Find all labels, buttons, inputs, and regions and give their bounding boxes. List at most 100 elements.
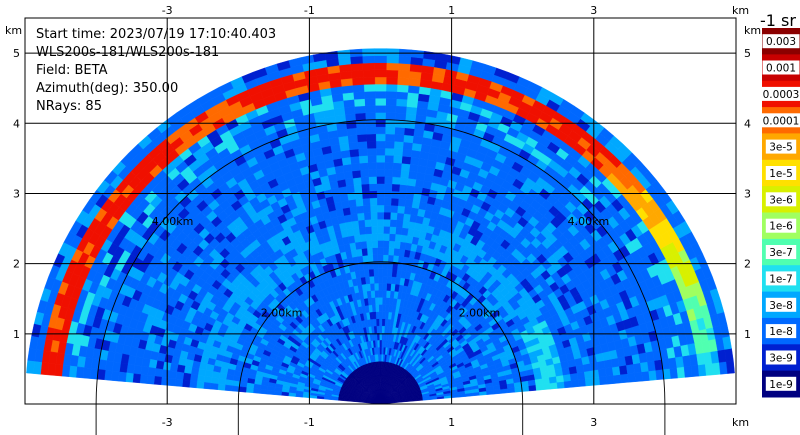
scan-cell <box>161 369 171 379</box>
scan-cell <box>357 219 366 228</box>
scan-cell <box>392 169 402 178</box>
scan-cell <box>355 119 367 129</box>
scan-cell <box>383 218 391 227</box>
scan-cell <box>382 282 388 291</box>
scan-cell <box>400 170 410 179</box>
scan-cell <box>376 190 385 198</box>
scan-cell <box>403 134 414 144</box>
scan-cell <box>383 190 392 199</box>
scan-cell <box>324 50 339 61</box>
scan-cell <box>366 147 377 156</box>
scan-cell <box>378 275 383 284</box>
scan-cell <box>397 62 411 72</box>
scan-cell <box>604 367 614 377</box>
y-unit-label-right: km <box>744 24 761 37</box>
scan-cell <box>366 140 377 149</box>
scan-cell <box>181 379 191 388</box>
scan-cell <box>376 176 385 184</box>
scan-cell <box>385 90 398 99</box>
scan-cell <box>381 297 387 305</box>
colorbar-title: -1 sr <box>760 11 796 30</box>
scan-cell <box>336 49 351 59</box>
scan-cell <box>404 199 414 208</box>
scan-cell <box>388 240 396 249</box>
scan-cell <box>389 212 398 221</box>
scan-cell <box>342 99 355 108</box>
scan-cell <box>146 375 155 385</box>
scan-cell <box>676 366 686 379</box>
scan-cell <box>343 170 354 180</box>
x-tick-label-bottom: -3 <box>162 416 173 429</box>
scan-cell <box>210 377 220 385</box>
scan-cell <box>690 364 700 377</box>
scan-cell <box>354 112 366 121</box>
scan-cell <box>217 383 226 391</box>
scan-cell <box>381 318 386 327</box>
scan-cell <box>422 50 437 61</box>
scan-cell <box>385 76 398 85</box>
scan-cell <box>648 369 657 381</box>
scan-cell <box>364 98 376 107</box>
scan-cell <box>378 282 383 291</box>
scan-cell <box>394 119 406 129</box>
scan-cell <box>378 311 383 319</box>
scan-cell <box>383 226 391 234</box>
scan-cell <box>726 360 735 374</box>
scan-cell <box>389 219 397 228</box>
scan-cell <box>397 198 406 207</box>
scan-cell <box>374 69 387 78</box>
scan-cell <box>375 304 380 312</box>
scan-cell <box>125 372 134 383</box>
scan-cell <box>370 218 378 227</box>
scan-cell <box>349 148 360 158</box>
scan-cell <box>382 247 389 256</box>
colorbar-level-label: 1e-8 <box>769 326 793 338</box>
scan-cell <box>395 112 407 121</box>
scan-cell <box>357 141 368 150</box>
scan-cell <box>203 382 212 390</box>
scan-cell <box>147 367 157 377</box>
scan-cell <box>374 290 379 298</box>
scan-cell <box>388 247 395 256</box>
range-ring-label: 4.00km <box>152 215 194 228</box>
scan-cell <box>406 99 419 108</box>
scan-cell <box>377 254 384 262</box>
scan-cell <box>174 378 184 387</box>
x-tick-label-bottom: 3 <box>590 416 597 429</box>
scan-cell <box>383 211 391 220</box>
scan-cell <box>354 191 363 200</box>
y-tick-label-left: 1 <box>13 328 20 341</box>
x-unit-label-top: km <box>732 4 749 17</box>
scan-cell <box>274 390 282 396</box>
scan-cell <box>407 85 420 94</box>
scan-cell <box>374 91 387 99</box>
scan-cell <box>562 373 572 382</box>
scan-cell <box>75 366 85 379</box>
scan-cell <box>384 311 389 320</box>
scan-cell <box>190 367 200 376</box>
scan-cell <box>381 346 384 355</box>
scan-cell <box>345 184 355 194</box>
scan-cell <box>376 162 385 170</box>
scan-cell <box>394 126 405 136</box>
scan-cell <box>401 148 412 158</box>
scan-cell <box>379 339 382 348</box>
scan-cell <box>183 365 193 375</box>
scan-cell <box>118 371 127 382</box>
scan-cell <box>245 387 254 394</box>
scan-cell <box>182 372 192 381</box>
colorbar-level-label: 0.003 <box>766 36 796 48</box>
scan-cell <box>348 141 359 151</box>
scan-cell <box>395 226 403 235</box>
scan-cell <box>385 69 399 78</box>
scan-cell <box>364 226 372 235</box>
x-tick-label-bottom: 1 <box>448 416 455 429</box>
scan-cell <box>393 247 400 257</box>
scan-cell <box>368 183 378 192</box>
scan-cell <box>369 197 378 206</box>
scan-cell <box>189 380 198 389</box>
scan-cell <box>403 206 412 215</box>
info-line: NRays: 85 <box>36 99 102 114</box>
scan-cell <box>382 261 389 270</box>
scan-cell <box>349 206 358 215</box>
